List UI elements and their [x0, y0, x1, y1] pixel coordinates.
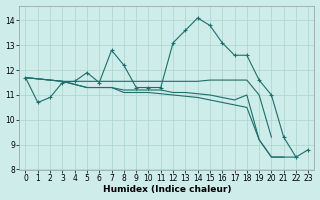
- X-axis label: Humidex (Indice chaleur): Humidex (Indice chaleur): [103, 185, 231, 194]
